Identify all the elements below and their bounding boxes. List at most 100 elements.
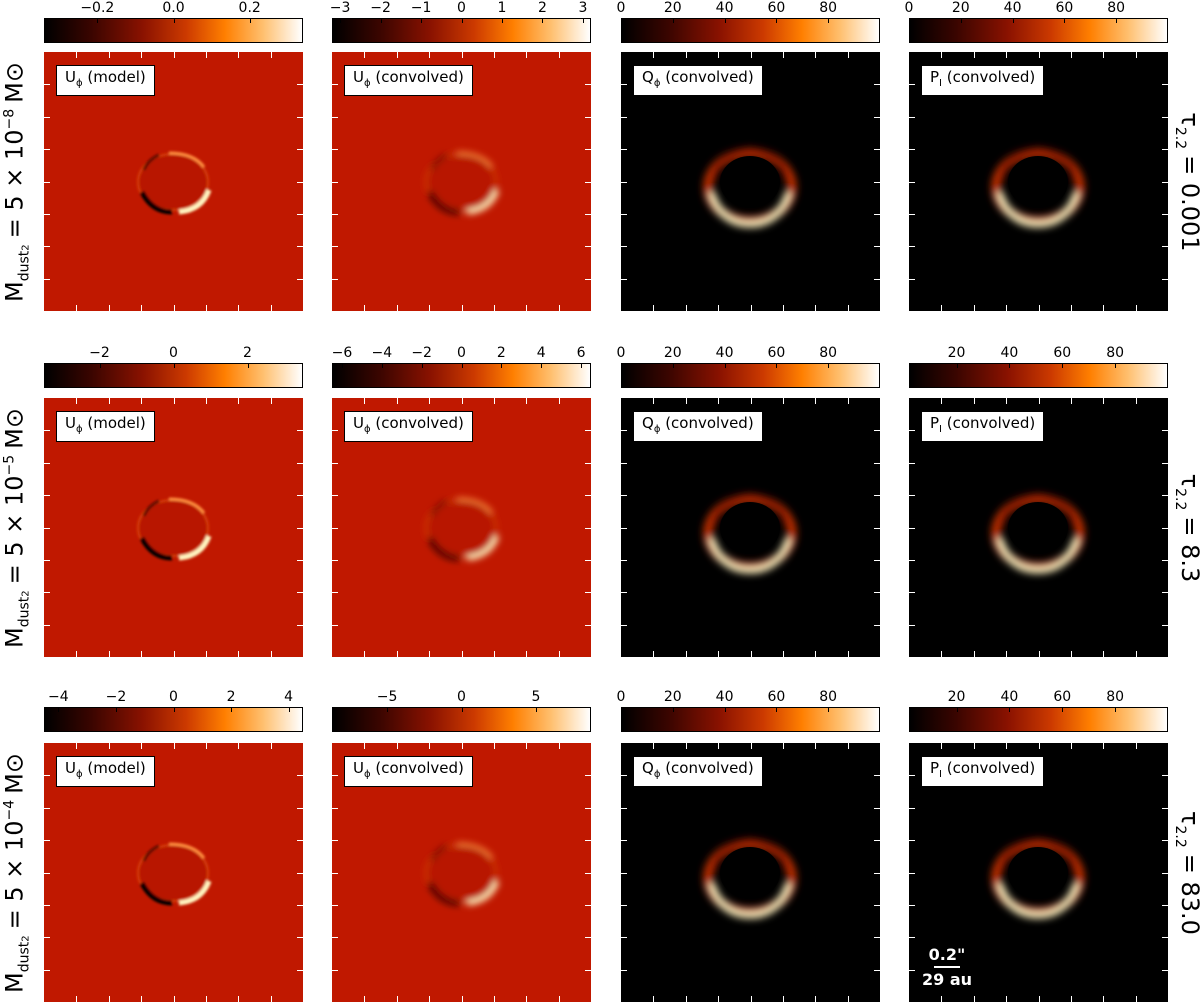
- panel-axis-tick: [941, 52, 943, 58]
- colorbar-tick-mark: [1115, 707, 1117, 712]
- panel-axis-tick: [297, 592, 303, 594]
- panel-axis-tick: [750, 651, 752, 657]
- panel-label-subscript: ϕ: [363, 78, 371, 89]
- panel-axis-tick: [782, 305, 784, 311]
- panel-axis-tick: [396, 52, 398, 58]
- panel-axis-tick: [332, 246, 338, 248]
- panel-axis-tick: [493, 743, 495, 749]
- panel-axis-tick: [1038, 52, 1040, 58]
- panel-image: [991, 147, 1085, 228]
- colorbar-tick-label: −2: [370, 0, 391, 16]
- panel-axis-tick: [585, 527, 591, 529]
- panel-axis-tick: [364, 743, 366, 749]
- panel-axis-tick: [1103, 305, 1105, 311]
- panel-axis-tick: [941, 651, 943, 657]
- colorbar-tick-label: 2: [496, 345, 506, 361]
- colorbar-tick-label: 60: [1055, 0, 1074, 16]
- panel-axis-tick: [909, 116, 915, 118]
- panel-axis-tick: [1162, 430, 1168, 432]
- colorbar-tick-mark: [724, 18, 726, 23]
- mass-value: = 5 × 10: [0, 475, 29, 585]
- colorbar: [621, 363, 880, 388]
- image-panel: Uϕ (convolved): [332, 743, 591, 1002]
- panel-axis-tick: [76, 305, 78, 311]
- panel-axis-tick: [909, 278, 915, 280]
- positive-residual-arc: [168, 497, 206, 514]
- panel-axis-tick: [558, 305, 560, 311]
- colorbar-tick-label: 60: [1053, 345, 1072, 361]
- panel-axis-tick: [653, 743, 655, 749]
- panel-axis-tick: [44, 430, 50, 432]
- panel-axis-tick: [1006, 52, 1008, 58]
- panel-axis-tick: [621, 807, 627, 809]
- colorbar-tick-mark: [247, 363, 249, 368]
- panel-label-subscript: I: [939, 78, 942, 89]
- colorbar-tick-mark: [461, 707, 463, 712]
- colorbar-tick-mark: [341, 363, 343, 368]
- panel-axis-tick: [941, 305, 943, 311]
- panel-label-quantity: U: [353, 68, 364, 86]
- panel-axis-tick: [141, 651, 143, 657]
- colorbar-tick-mark: [776, 18, 778, 23]
- panel-axis-tick: [1006, 651, 1008, 657]
- colorbar-tick-mark: [828, 707, 830, 712]
- panel-label: Qϕ (convolved): [633, 756, 763, 787]
- colorbar-tick-mark: [956, 707, 958, 712]
- panel-axis-tick: [874, 181, 880, 183]
- panel-axis-tick: [297, 116, 303, 118]
- panel-axis-tick: [493, 398, 495, 404]
- ring-far-side: [998, 147, 1078, 181]
- panel-axis-tick: [44, 84, 50, 86]
- panel-axis-tick: [874, 840, 880, 842]
- panel-axis-tick: [909, 246, 915, 248]
- mass-symbol: M: [0, 281, 29, 303]
- panel-axis-tick: [205, 743, 207, 749]
- panel-axis-tick: [847, 743, 849, 749]
- panel-axis-tick: [429, 996, 431, 1002]
- colorbar-tick-mark: [249, 18, 251, 23]
- panel-axis-tick: [1162, 278, 1168, 280]
- colorbar-tick-label: 40: [1003, 0, 1022, 16]
- panel-label-quantity: P: [930, 759, 940, 777]
- panel-axis-tick: [44, 840, 50, 842]
- panel-axis-tick: [909, 937, 915, 939]
- panel-label: Uϕ (convolved): [344, 411, 473, 442]
- panel-label-subscript: ϕ: [75, 769, 83, 780]
- panel-axis-tick: [1162, 462, 1168, 464]
- colorbar-tick-mark: [99, 363, 101, 368]
- panel-axis-tick: [493, 651, 495, 657]
- positive-residual-arc: [466, 189, 500, 215]
- colorbar-tick-label: 0: [616, 0, 626, 16]
- panel-axis-tick: [396, 651, 398, 657]
- panel-axis-tick: [909, 592, 915, 594]
- panel-axis-tick: [44, 462, 50, 464]
- tau-value: = 0.001: [1175, 155, 1200, 252]
- panel-image: [137, 497, 212, 561]
- colorbar-tick-mark: [1009, 363, 1011, 368]
- panel-axis-tick: [332, 430, 338, 432]
- colorbar-tick-label: 80: [1106, 345, 1125, 361]
- panel-label-description: (convolved): [370, 759, 464, 777]
- positive-residual-arc: [168, 151, 206, 168]
- mass-value: = 5 × 10: [0, 129, 29, 239]
- panel-axis-tick: [297, 213, 303, 215]
- colorbar-tick-mark: [541, 363, 543, 368]
- panel-label-description: (convolved): [660, 759, 754, 777]
- panel-axis-tick: [585, 592, 591, 594]
- colorbar-tick-label: 60: [767, 345, 786, 361]
- panel-axis-tick: [108, 651, 110, 657]
- mass-symbol: M: [0, 972, 29, 994]
- mass-exponent: −8: [1, 108, 18, 130]
- panel-axis-tick: [621, 840, 627, 842]
- negative-residual-arc: [139, 536, 173, 561]
- panel-axis-tick: [173, 743, 175, 749]
- panel-axis-tick: [297, 807, 303, 809]
- panel-axis-tick: [332, 213, 338, 215]
- panel-axis-tick: [909, 872, 915, 874]
- panel-axis-tick: [874, 116, 880, 118]
- panel-axis-tick: [621, 559, 627, 561]
- colorbar-tick-mark: [956, 363, 958, 368]
- panel-label: PI (convolved): [921, 756, 1045, 787]
- panel-axis-tick: [1038, 651, 1040, 657]
- colorbar-tick-label: 2: [537, 0, 547, 16]
